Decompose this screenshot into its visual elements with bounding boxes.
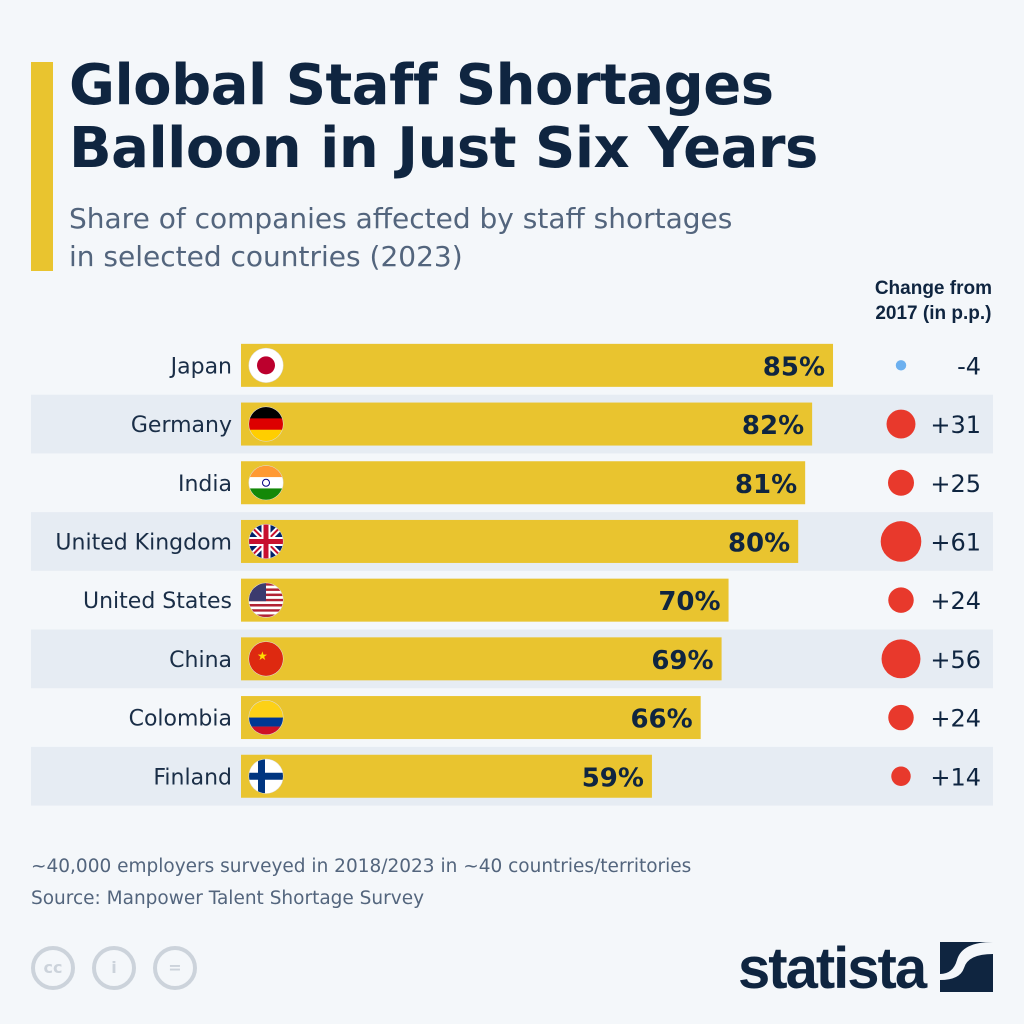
category-label: United States: [83, 589, 232, 614]
change-bubble: [881, 639, 921, 679]
change-label: +56: [930, 646, 981, 674]
change-label: -4: [957, 352, 981, 380]
category-label: India: [178, 472, 232, 497]
subtitle-line-2: in selected countries (2023): [69, 240, 463, 273]
change-column-header: Change from 2017 (in p.p.): [875, 276, 992, 326]
change-header-line-2: 2017 (in p.p.): [875, 303, 992, 324]
title-line-2: Balloon in Just Six Years: [69, 116, 818, 181]
value-label: 69%: [651, 646, 713, 676]
flag-icon-germany: [248, 406, 284, 442]
statista-logo-mark-icon: [940, 942, 993, 992]
value-label: 59%: [582, 763, 644, 793]
title-accent-bar: [31, 62, 53, 271]
source-note: Source: Manpower Talent Shortage Survey: [31, 888, 425, 909]
flag-icon-united-kingdom: [248, 523, 284, 559]
flag-icon-finland: [248, 758, 284, 794]
logo-text: statista: [738, 936, 927, 1001]
change-label: +14: [930, 763, 981, 791]
statista-logo[interactable]: statista: [738, 935, 927, 1002]
category-label: China: [169, 648, 232, 673]
chart-title: Global Staff Shortages Balloon in Just S…: [69, 54, 1009, 180]
subtitle-line-1: Share of companies affected by staff sho…: [69, 202, 733, 235]
bar-row-colombia: Colombia 66% +24: [129, 696, 981, 740]
flag-icon-colombia: [248, 700, 284, 736]
flag-icon-india: [248, 465, 284, 501]
change-label: +31: [930, 411, 981, 439]
category-label: Colombia: [129, 707, 232, 732]
change-label: +24: [930, 587, 981, 615]
attribution-icon[interactable]: i: [92, 946, 136, 990]
bar: [241, 754, 652, 798]
chart-subtitle: Share of companies affected by staff sho…: [69, 200, 969, 276]
bar: [241, 519, 799, 563]
bar-row-finland: Finland 59% +14: [31, 746, 993, 806]
bar: [241, 578, 729, 622]
category-label: Germany: [131, 413, 232, 438]
bar: [241, 402, 813, 446]
bar-row-india: India 81% +25: [178, 461, 981, 505]
cc-icon[interactable]: cc: [31, 946, 75, 990]
flag-icon-china: ★: [248, 641, 284, 677]
value-label: 85%: [763, 352, 825, 382]
value-label: 81%: [735, 470, 797, 500]
footnote: ~40,000 employers surveyed in 2018/2023 …: [31, 856, 692, 877]
change-bubble: [886, 409, 916, 439]
bar-row-united-states: United States 70% +24: [83, 578, 981, 622]
no-derivatives-icon[interactable]: =: [153, 946, 197, 990]
flag-icon-japan: [248, 347, 284, 383]
value-label: 82%: [742, 411, 804, 441]
change-label: +25: [930, 470, 981, 498]
bar: [241, 461, 806, 505]
change-label: +61: [930, 528, 981, 556]
value-label: 70%: [658, 587, 720, 617]
change-bubble: [888, 587, 914, 613]
change-bubble: [880, 521, 922, 562]
bar-row-united-kingdom: United Kingdom 80% +61: [31, 512, 993, 571]
value-label: 66%: [630, 705, 692, 735]
category-label: United Kingdom: [55, 530, 232, 555]
change-bubble: [888, 704, 914, 731]
change-header-line-1: Change from: [874, 278, 992, 299]
value-label: 80%: [728, 528, 790, 558]
svg-text:★: ★: [257, 649, 268, 663]
change-bubble: [888, 469, 914, 496]
bar: [241, 637, 722, 681]
flag-icon-united-states: [248, 582, 284, 618]
category-label: Finland: [153, 765, 232, 790]
change-label: +24: [930, 705, 981, 733]
change-bubble: [891, 766, 911, 786]
bar: [241, 343, 834, 387]
bar-row-germany: Germany 82% +31: [31, 394, 993, 454]
bar-row-china: China ★ 69% +56: [31, 629, 993, 689]
bar-row-japan: Japan 85% -4: [169, 343, 981, 387]
change-bubble: [895, 360, 907, 371]
category-label: Japan: [169, 354, 232, 379]
title-line-1: Global Staff Shortages: [69, 53, 774, 118]
bar: [241, 696, 701, 740]
